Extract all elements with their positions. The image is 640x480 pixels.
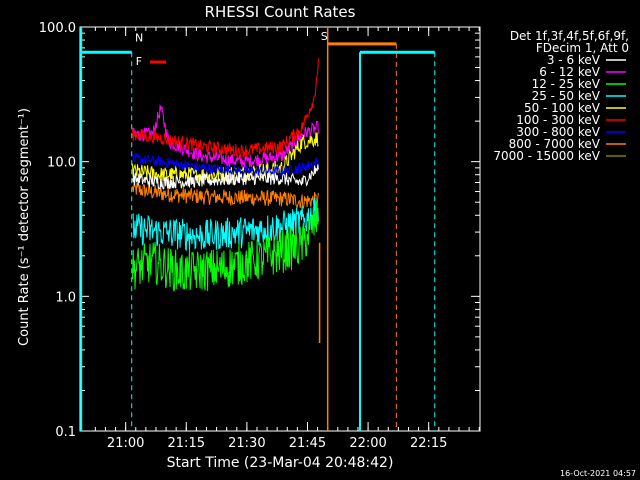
legend-entry-label: 800 - 7000 keV <box>509 137 601 151</box>
series-line <box>132 58 319 159</box>
timestamp: 16-Oct-2021 04:57 <box>560 469 636 478</box>
series-layer <box>132 58 319 292</box>
legend-entry-label: 6 - 12 keV <box>539 65 601 79</box>
x-tick-label: 22:00 <box>349 436 386 451</box>
annotation-label-f: F <box>136 55 142 68</box>
series-line <box>132 153 319 178</box>
annotation-label-s: S <box>321 30 328 43</box>
x-axis-label: Start Time (23-Mar-04 20:48:42) <box>167 455 394 471</box>
series-line <box>132 199 319 292</box>
series-line <box>132 164 319 190</box>
legend-entry-label: 12 - 25 keV <box>532 77 601 91</box>
y-tick-label: 1.0 <box>55 290 76 305</box>
legend-header-line-1: Det 1f,3f,4f,5f,6f,9f, <box>510 29 629 43</box>
x-tick-label: 21:30 <box>228 436 265 451</box>
y-tick-label: 100.0 <box>39 21 76 36</box>
series-line <box>132 132 319 184</box>
series-line <box>132 180 319 209</box>
chart-title: RHESSI Count Rates <box>205 3 356 21</box>
series-line <box>132 197 319 252</box>
y-tick-labels: 0.1 1.0 10.0 100.0 <box>39 21 76 440</box>
y-tick-label: 0.1 <box>55 425 76 440</box>
legend-entry-label: 100 - 300 keV <box>516 113 600 127</box>
plot-frame <box>79 26 481 432</box>
legend-entry-label: 7000 - 15000 keV <box>493 149 600 163</box>
x-tick-labels: 21:00 21:15 21:30 21:45 22:00 22:15 <box>107 436 447 451</box>
legend-entry-label: 25 - 50 keV <box>532 89 601 103</box>
y-axis-label: Count Rate (s⁻¹ detector segment⁻¹) <box>17 108 32 346</box>
legend-entry-label: 300 - 800 keV <box>516 125 600 139</box>
x-tick-label: 21:15 <box>168 436 205 451</box>
annotation-label-n: N <box>135 32 143 45</box>
overlay-layer: NF S <box>80 27 436 431</box>
series-line <box>132 104 319 168</box>
legend-entry-label: 50 - 100 keV <box>524 101 601 115</box>
x-tick-label: 22:15 <box>410 436 447 451</box>
legend-header-line-2: FDecim 1, Att 0 <box>536 41 629 55</box>
x-tick-label: 21:00 <box>107 436 144 451</box>
plot-border <box>79 26 481 432</box>
legend-entry-label: 3 - 6 keV <box>547 53 601 67</box>
y-tick-label: 10.0 <box>47 156 76 171</box>
x-tick-label: 21:45 <box>289 436 326 451</box>
